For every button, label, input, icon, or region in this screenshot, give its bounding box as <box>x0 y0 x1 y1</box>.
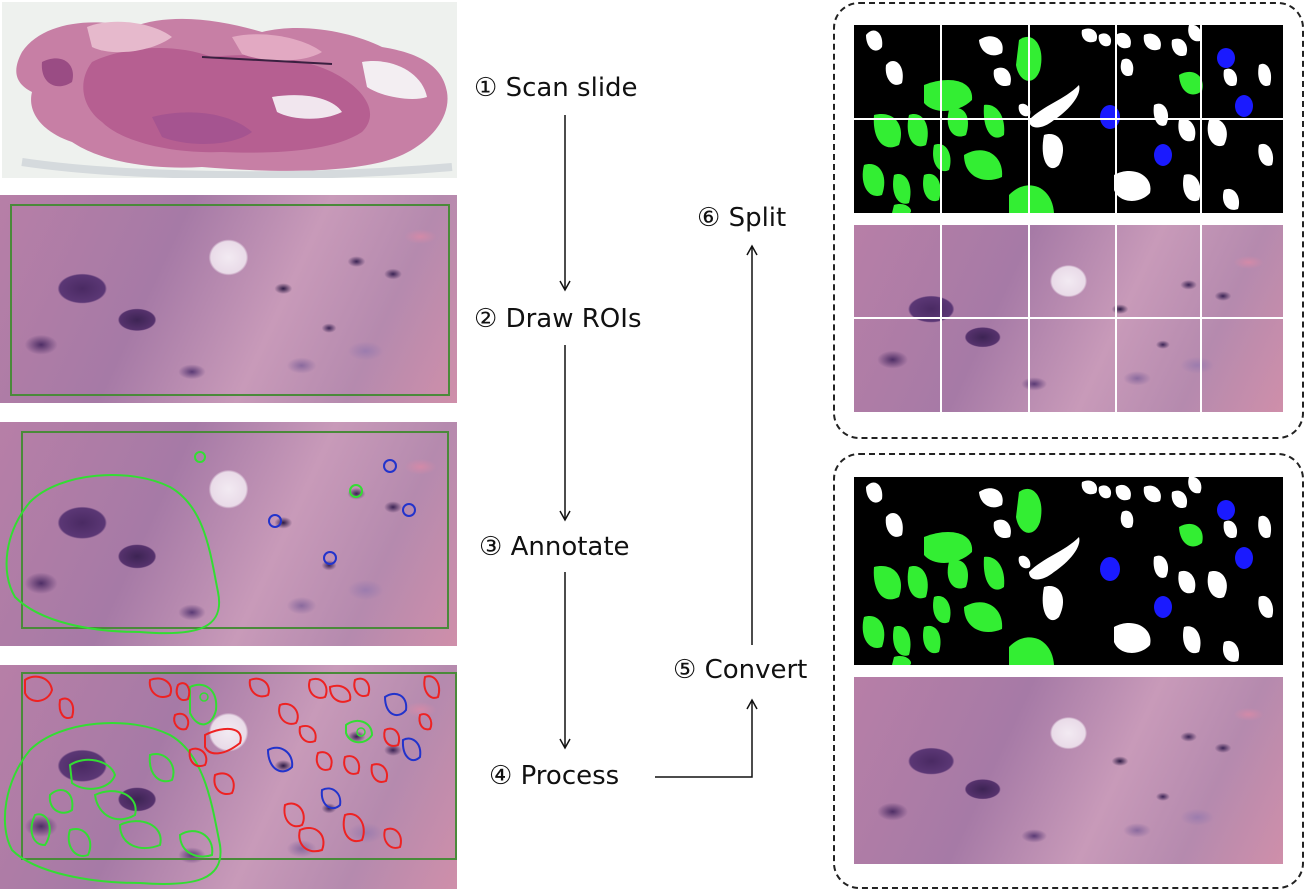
step-process: ④ Process <box>489 761 620 791</box>
whole-slide-scan <box>2 2 457 178</box>
convert-panel <box>833 453 1304 889</box>
annotated-image <box>0 422 457 646</box>
arrow-right-icon <box>655 698 758 778</box>
roi-box-overlay <box>10 204 450 396</box>
step-split: ⑥ Split <box>697 203 787 233</box>
step-convert: ⑤ Convert <box>673 655 808 685</box>
processed-overlay <box>3 672 457 886</box>
whole-slide-tissue <box>2 2 457 178</box>
step-annotate: ③ Annotate <box>479 532 630 562</box>
processed-image <box>0 665 457 889</box>
split-mask-shapes <box>862 25 1274 213</box>
grid-line <box>854 118 1283 120</box>
split-panel <box>833 2 1304 439</box>
split-mask-image <box>854 25 1283 213</box>
roi-image <box>0 195 457 403</box>
grid-line <box>854 317 1283 319</box>
convert-tissue-image <box>854 677 1283 864</box>
convert-mask-image <box>854 477 1283 665</box>
convert-mask-shapes <box>862 477 1274 665</box>
step-draw-rois: ② Draw ROIs <box>474 304 642 334</box>
annotation-overlay <box>5 431 449 635</box>
split-tissue-image <box>854 225 1283 412</box>
step-scan-slide: ① Scan slide <box>474 73 638 103</box>
